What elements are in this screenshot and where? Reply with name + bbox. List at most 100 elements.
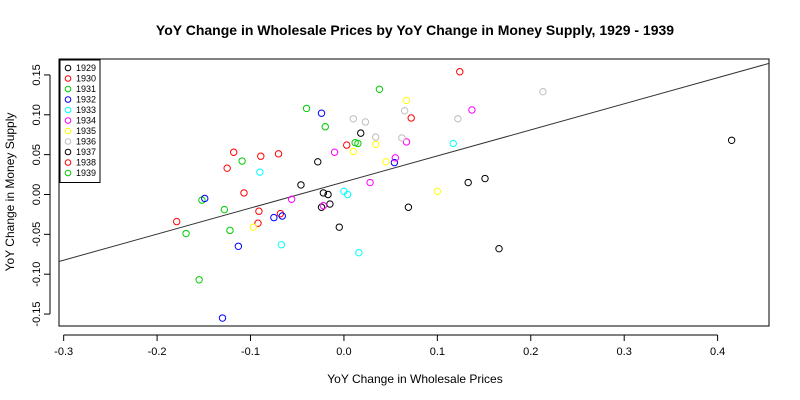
legend-label: 1933	[76, 105, 96, 115]
data-point-1929	[326, 200, 334, 208]
legend-label: 1929	[76, 63, 96, 73]
data-point-1933	[256, 168, 264, 176]
data-point-1931	[321, 123, 329, 131]
data-point-1930	[240, 189, 248, 197]
data-points	[173, 68, 736, 322]
y-tick-label: 0.00	[31, 184, 43, 205]
y-tick-label: 0.10	[31, 104, 43, 125]
data-point-1931	[226, 226, 234, 235]
data-point-1931	[182, 229, 190, 238]
data-point-1933	[449, 139, 457, 148]
data-point-1933	[343, 190, 352, 199]
data-point-1936	[539, 87, 547, 96]
data-point-1937	[324, 190, 332, 199]
y-axis-title: YoY Change in Money Supply	[3, 113, 17, 272]
data-point-1934	[402, 138, 411, 146]
data-point-1934	[366, 178, 374, 187]
data-point-1935	[349, 147, 357, 156]
legend-label: 1931	[76, 84, 96, 94]
data-point-1929	[481, 174, 489, 183]
data-point-1934	[468, 106, 476, 114]
data-point-1932	[234, 242, 243, 250]
data-point-1931	[238, 157, 246, 165]
data-point-1935	[249, 223, 258, 231]
data-point-1929	[335, 223, 343, 231]
data-point-1933	[277, 241, 286, 249]
data-point-1934	[330, 148, 339, 156]
legend-marker	[64, 159, 72, 166]
data-point-1934	[391, 154, 400, 162]
data-point-1930	[229, 148, 238, 156]
data-point-1929	[357, 129, 365, 137]
data-point-1936	[454, 115, 462, 123]
legend-marker	[64, 85, 72, 93]
plot-frame	[58, 58, 770, 327]
x-axis-title: YoY Change in Wholesale Prices	[327, 372, 502, 386]
y-tick-label: -0.05	[31, 222, 43, 247]
legend-marker	[64, 148, 72, 156]
data-point-1934	[287, 195, 296, 203]
legend-marker	[64, 127, 72, 135]
legend-marker	[64, 106, 72, 114]
data-point-1937	[319, 189, 328, 197]
data-point-1936	[398, 134, 406, 142]
data-point-1930	[254, 219, 262, 227]
data-point-1936	[371, 133, 380, 141]
x-tick-label: 0.4	[710, 346, 725, 358]
x-tick-label: 0.3	[617, 346, 632, 358]
data-point-1929	[314, 158, 322, 166]
data-point-1930	[274, 150, 283, 158]
data-point-1938	[343, 141, 351, 149]
legend-label: 1935	[76, 126, 96, 136]
legend-marker	[64, 96, 72, 103]
y-tick-label: -0.10	[31, 262, 43, 287]
data-point-1935	[382, 158, 390, 166]
data-point-1932	[390, 158, 399, 167]
legend-marker	[64, 64, 72, 72]
data-point-1930	[173, 217, 181, 226]
data-point-1936	[349, 115, 357, 123]
x-tick-label: 0.0	[336, 346, 351, 358]
data-point-1929	[495, 244, 503, 253]
y-tick-label: 0.05	[31, 144, 43, 165]
legend: 1929193019311932193319341935193619371938…	[59, 59, 101, 183]
data-point-1932	[201, 194, 209, 203]
legend-label: 1934	[76, 116, 96, 126]
data-point-1935	[371, 140, 380, 148]
regression-line	[58, 62, 770, 262]
chart-title: YoY Change in Wholesale Prices by YoY Ch…	[156, 22, 674, 38]
data-point-1930	[407, 114, 415, 122]
data-point-1939	[354, 139, 362, 148]
y-tick-label: 0.15	[31, 64, 43, 85]
legend-label: 1930	[76, 74, 96, 84]
legend-marker	[64, 117, 72, 124]
data-point-1929	[317, 203, 326, 211]
legend-marker	[64, 138, 72, 145]
y-tick-label: -0.15	[31, 302, 43, 327]
data-point-1931	[220, 205, 229, 214]
legend-label: 1938	[76, 158, 96, 168]
legend-label: 1937	[76, 147, 96, 157]
x-tick-label: -0.2	[148, 346, 167, 358]
legend-label: 1936	[76, 137, 96, 147]
data-point-1931	[195, 276, 203, 284]
x-tick-label: 0.2	[523, 346, 538, 358]
data-point-1934	[319, 201, 328, 210]
legend-marker	[64, 169, 72, 177]
data-point-1930	[276, 209, 285, 218]
data-point-1930	[223, 164, 231, 172]
data-point-1930	[257, 152, 265, 160]
x-tick-label: -0.3	[54, 346, 73, 358]
data-point-1936	[400, 107, 409, 115]
data-point-1930	[255, 207, 263, 215]
data-point-1935	[402, 96, 411, 105]
legend-label: 1932	[76, 95, 96, 105]
axes: -0.3 -0.2 -0.1 0.0 0.1 0.2 0.3 0.4 -0.15 -0.10 -0.…	[31, 58, 770, 358]
data-point-1932	[317, 109, 326, 117]
regression-line-layer	[58, 62, 770, 262]
data-point-1930	[456, 68, 464, 76]
data-point-1933	[355, 248, 363, 257]
legend-box	[59, 59, 101, 183]
data-point-1929	[464, 178, 472, 187]
